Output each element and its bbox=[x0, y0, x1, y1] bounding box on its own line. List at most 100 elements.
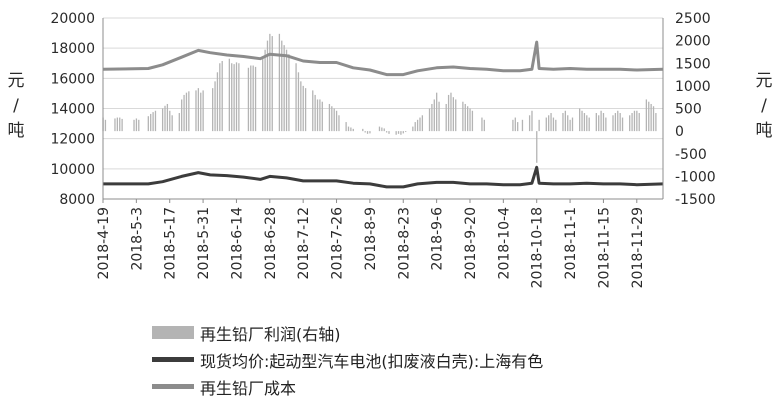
profit-bar bbox=[617, 110, 619, 132]
profit-bar bbox=[288, 54, 290, 132]
unit-char: 元 bbox=[756, 71, 773, 91]
profit-bar bbox=[517, 122, 519, 132]
profit-bar bbox=[629, 115, 631, 132]
profit-bar bbox=[552, 117, 555, 132]
profit-bar bbox=[231, 63, 233, 132]
profit-bar bbox=[252, 65, 254, 132]
axes bbox=[102, 18, 664, 203]
profit-bar bbox=[469, 108, 471, 132]
profit-bar bbox=[600, 110, 602, 132]
y-left-tick-label: 12000 bbox=[50, 132, 95, 148]
profit-bar bbox=[388, 131, 390, 134]
profit-bar bbox=[247, 67, 250, 132]
unit-char: / bbox=[13, 96, 19, 116]
profit-bar bbox=[648, 101, 650, 132]
profit-bar bbox=[297, 72, 300, 132]
profit-bar bbox=[278, 33, 281, 132]
profit-bar bbox=[471, 110, 474, 132]
profit-bar bbox=[238, 63, 240, 132]
profit-bar bbox=[321, 101, 323, 132]
profit-bar bbox=[154, 110, 157, 132]
profit-bar bbox=[304, 88, 307, 132]
profit-bar bbox=[381, 127, 383, 132]
profit-bar bbox=[428, 108, 431, 132]
y-left-tick-label: 18000 bbox=[50, 41, 95, 57]
y-right-tick-label: 2500 bbox=[675, 11, 711, 27]
unit-char: 吨 bbox=[756, 121, 773, 141]
profit-bar bbox=[650, 103, 652, 132]
x-tick-label: 2018-4-19 bbox=[96, 207, 112, 279]
x-tick-label: 2018-6-14 bbox=[229, 207, 245, 280]
profit-bar bbox=[300, 81, 302, 132]
profit-bar bbox=[185, 92, 188, 132]
profit-bar bbox=[319, 99, 321, 132]
profit-bar bbox=[114, 118, 116, 132]
profit-bar bbox=[395, 131, 397, 135]
profit-bar bbox=[166, 103, 169, 132]
profit-bar bbox=[512, 119, 514, 132]
x-tick-label: 2018-9-6 bbox=[430, 207, 446, 271]
profit-bar bbox=[412, 126, 414, 132]
legend-item-profit: 再生铅厂利润(右轴) bbox=[152, 319, 543, 346]
profit-bar bbox=[621, 117, 624, 132]
profit-bar bbox=[104, 119, 107, 132]
profit-bar bbox=[445, 103, 447, 132]
unit-char: 元 bbox=[8, 71, 25, 91]
x-tick-label: 2018-6-28 bbox=[263, 207, 279, 279]
profit-bar bbox=[514, 117, 516, 132]
profit-bar bbox=[400, 131, 402, 135]
profit-bar bbox=[421, 115, 424, 132]
profit-bar bbox=[528, 115, 531, 132]
profit-bar bbox=[352, 128, 354, 132]
spot-price-line bbox=[103, 165, 664, 189]
profit-bar bbox=[228, 58, 230, 132]
profit-bar bbox=[133, 119, 135, 132]
legend-swatch-cost bbox=[152, 384, 194, 389]
profit-bar bbox=[295, 63, 297, 132]
profit-bar bbox=[164, 105, 166, 132]
profit-bar bbox=[369, 131, 371, 134]
profit-bar bbox=[200, 92, 202, 132]
profit-bar bbox=[483, 119, 485, 132]
profit-bar bbox=[531, 110, 533, 132]
unit-char: / bbox=[761, 96, 767, 116]
x-tick-label: 2018-9-20 bbox=[463, 207, 479, 279]
tick-labels: 2000018000160001400012000100008000250020… bbox=[50, 11, 715, 288]
profit-bar bbox=[281, 40, 283, 132]
profit-bar bbox=[233, 64, 235, 132]
profit-bar bbox=[431, 103, 433, 132]
y-left-tick-label: 14000 bbox=[50, 102, 95, 118]
profit-bar bbox=[447, 94, 450, 132]
profit-bar bbox=[221, 60, 223, 132]
profit-bar bbox=[536, 131, 538, 163]
profit-bar bbox=[598, 115, 600, 132]
profit-bar bbox=[254, 66, 257, 132]
profit-bars bbox=[102, 33, 657, 163]
profit-bar bbox=[188, 91, 190, 132]
profit-bar bbox=[364, 131, 366, 133]
profit-bar bbox=[455, 99, 457, 132]
legend-item-spot-price: 现货均价:起动型汽车电池(扣废液白壳):上海有色 bbox=[152, 346, 543, 373]
profit-bar bbox=[316, 99, 319, 132]
profit-bar bbox=[433, 99, 435, 132]
profit-bar bbox=[462, 101, 464, 132]
unit-char: 吨 bbox=[8, 121, 25, 141]
y-right-tick-label: 0 bbox=[675, 124, 684, 140]
profit-bar bbox=[285, 49, 288, 132]
profit-bar bbox=[345, 122, 347, 132]
profit-bar bbox=[116, 117, 118, 132]
profit-bar bbox=[595, 113, 597, 132]
profit-bar bbox=[219, 63, 221, 132]
profit-bar bbox=[605, 117, 607, 132]
profit-bar bbox=[578, 108, 581, 132]
profit-bar bbox=[614, 113, 617, 132]
profit-bar bbox=[195, 90, 197, 132]
x-tick-label: 2018-10-4 bbox=[496, 207, 512, 280]
profit-bar bbox=[264, 49, 266, 132]
profit-bar bbox=[436, 92, 438, 132]
profit-bar bbox=[378, 126, 381, 132]
profit-bar bbox=[452, 97, 454, 132]
profit-bar bbox=[366, 131, 369, 134]
profit-bar bbox=[545, 117, 547, 132]
